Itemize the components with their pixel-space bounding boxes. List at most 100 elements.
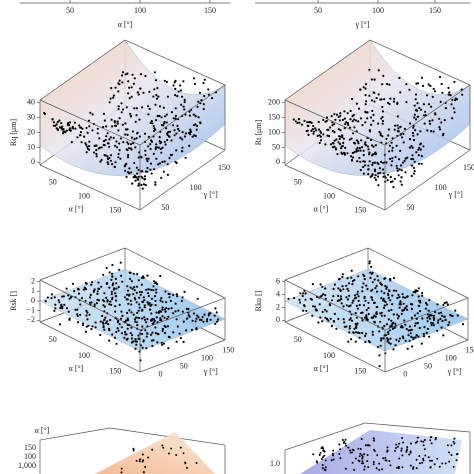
scatter-dot <box>173 129 176 132</box>
scatter-dot <box>203 78 206 81</box>
scatter-dot <box>363 465 366 468</box>
scatter-dot <box>411 345 414 348</box>
scatter-dot <box>162 122 166 125</box>
scatter-dot <box>144 183 147 187</box>
scatter-dot <box>85 314 88 317</box>
scatter-dot <box>198 318 202 321</box>
scatter-dot <box>341 285 344 288</box>
scatter-dot <box>403 319 406 322</box>
scatter-dot <box>150 339 153 342</box>
scatter-dot <box>168 157 171 160</box>
scatter-dot <box>397 445 399 448</box>
scatter-dot <box>207 88 210 91</box>
scatter-dot <box>456 314 459 317</box>
tick-label: 50 <box>49 335 57 344</box>
scatter-dot <box>339 114 342 117</box>
scatter-dot <box>376 454 379 457</box>
scatter-dot <box>414 291 417 294</box>
scatter-dot <box>126 128 129 131</box>
scatter-dot <box>53 309 56 312</box>
scatter-dot <box>372 437 375 440</box>
scatter-dot <box>402 441 405 444</box>
scatter-dot <box>113 121 116 124</box>
scatter-dot <box>91 129 94 132</box>
scatter-dot <box>356 322 359 325</box>
scatter-dot <box>452 440 455 443</box>
scatter-dot <box>374 287 377 290</box>
scatter-dot <box>388 157 392 160</box>
scatter-dot <box>117 286 120 289</box>
scatter-dot <box>409 332 412 335</box>
scatter-dot <box>409 329 412 332</box>
scatter-dot <box>361 290 364 293</box>
scatter-dot <box>71 282 75 285</box>
scatter-dot <box>396 124 399 127</box>
scatter-dot <box>102 112 105 115</box>
scatter-dot <box>401 466 404 469</box>
scatter-dot <box>194 134 197 138</box>
scatter-dot <box>118 142 121 145</box>
scatter-dot <box>130 303 133 306</box>
scatter-dot <box>188 114 191 117</box>
scatter-dot <box>371 330 374 333</box>
scatter-dot <box>164 143 167 146</box>
scatter-dot <box>130 326 133 329</box>
scatter-dot <box>300 123 304 126</box>
scatter-dot <box>170 139 173 142</box>
scatter-dot <box>184 113 187 116</box>
scatter-dot <box>62 128 65 131</box>
scatter-dot <box>111 275 114 278</box>
scatter-dot <box>109 300 112 303</box>
scatter-dot <box>160 341 163 344</box>
scatter-dot <box>405 327 408 331</box>
scatter-dot <box>338 135 341 138</box>
scatter-dot <box>181 150 184 153</box>
scatter-dot <box>337 317 340 320</box>
scatter-dot <box>371 271 374 274</box>
scatter-dot <box>437 312 440 315</box>
scatter-dot <box>108 101 111 104</box>
scatter-dot <box>396 130 399 133</box>
tick-label: 100 <box>78 191 90 200</box>
scatter-dot <box>331 299 334 302</box>
scatter-dot <box>325 119 328 122</box>
scatter-dot <box>414 109 417 112</box>
tick-label: 100 <box>445 354 457 363</box>
scatter-dot <box>174 310 177 313</box>
scatter-dot <box>392 186 395 189</box>
scatter-dot <box>417 335 420 338</box>
scatter-dot <box>126 156 130 159</box>
scatter-dot <box>389 337 392 340</box>
scatter-dot <box>103 292 106 295</box>
scatter-dot <box>355 296 358 299</box>
scatter-dot <box>203 94 206 98</box>
scatter-dot <box>314 308 317 311</box>
scatter-dot <box>100 285 103 288</box>
scatter-dot <box>440 82 443 86</box>
scatter-dot <box>114 86 117 89</box>
scatter-dot <box>375 97 378 100</box>
scatter-dot <box>154 103 157 106</box>
scatter-dot <box>443 301 446 305</box>
scatter-dot <box>179 336 182 340</box>
tick-label: 150 <box>463 163 474 172</box>
scatter-dot <box>183 108 186 111</box>
scatter-dot <box>120 102 123 105</box>
scatter-dot <box>183 101 186 104</box>
scatter-dot <box>126 337 129 340</box>
scatter-dot <box>350 319 354 322</box>
scatter-dot <box>101 299 105 302</box>
scatter-dot <box>391 149 394 152</box>
scatter-dot <box>373 78 376 81</box>
scatter-dot <box>382 161 385 164</box>
scatter-dot <box>197 116 200 119</box>
scatter-dot <box>391 157 394 160</box>
scatter-dot <box>181 131 184 134</box>
scatter-dot <box>87 324 90 327</box>
scatter-dot <box>132 447 135 450</box>
scatter-dot <box>401 335 404 338</box>
scatter-dot <box>368 151 371 154</box>
scatter-dot <box>321 310 324 313</box>
scatter-dot <box>368 262 371 265</box>
scatter-dot <box>149 308 152 311</box>
